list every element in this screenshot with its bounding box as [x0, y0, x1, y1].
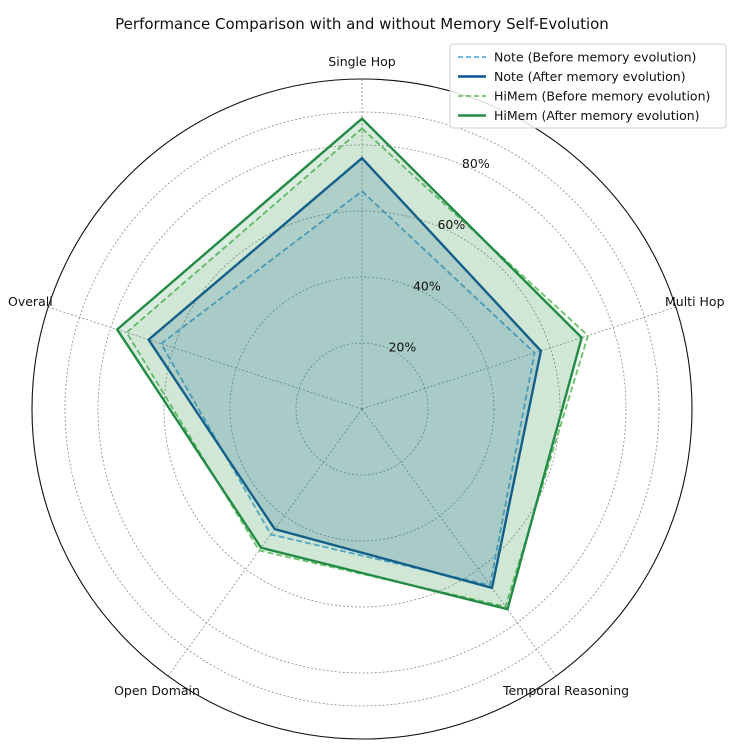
r-tick-label: 40%: [413, 278, 441, 293]
grid-ring: [295, 342, 429, 476]
series-area: [148, 158, 541, 588]
grid-layer: [31, 78, 693, 740]
axis-label: Open Domain: [114, 683, 200, 698]
axis-spoke: [48, 306, 363, 410]
chart-title: Performance Comparison with and without …: [115, 15, 609, 33]
axis-label: Single Hop: [328, 54, 395, 69]
axis-spoke: [361, 306, 676, 410]
legend: Note (Before memory evolution) Note (Afte…: [449, 43, 727, 129]
series-area: [126, 128, 588, 607]
axis-label: Multi Hop: [665, 294, 725, 309]
axis-label: Overall: [8, 294, 53, 309]
series-layer: [115, 116, 590, 611]
r-tick-label: 80%: [462, 156, 490, 171]
label-layer: 20% 40% 60% 80% Single Hop Multi Hop Temporal …: [8, 54, 725, 698]
legend-entry: Note (After memory evolution): [494, 69, 686, 84]
axis-label: Temporal Reasoning: [502, 683, 629, 698]
legend-box: [449, 43, 727, 129]
series-line: [115, 116, 584, 611]
series-line: [159, 190, 536, 587]
outer-frame: [31, 78, 693, 740]
series-area: [117, 118, 582, 610]
axis-spoke: [361, 408, 557, 677]
series-area: [161, 191, 535, 586]
grid-ring: [163, 210, 561, 608]
legend-entry: HiMem (After memory evolution): [494, 108, 700, 123]
axis-spoke: [167, 408, 363, 677]
r-tick-label: 60%: [437, 217, 465, 232]
legend-entry: Note (Before memory evolution): [494, 50, 696, 65]
legend-entry: HiMem (Before memory evolution): [494, 89, 710, 104]
series-line: [147, 156, 543, 590]
grid-ring: [97, 144, 627, 674]
r-tick-label: 20%: [388, 340, 416, 355]
grid-ring: [64, 111, 660, 707]
